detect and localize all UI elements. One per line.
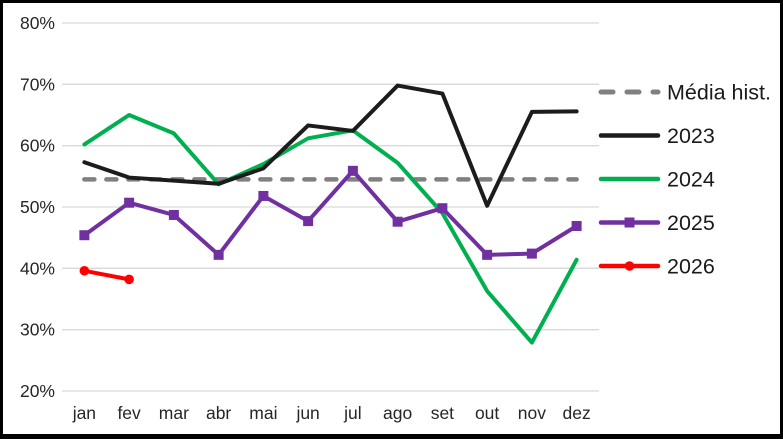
series-2023-line — [82, 83, 579, 208]
y-tick-label: 70% — [20, 74, 55, 94]
series-2026-marker-circle — [124, 274, 134, 285]
series-2026-marker-circle — [79, 265, 90, 276]
y-tick-label: 80% — [20, 13, 55, 33]
x-tick-label: mai — [249, 403, 277, 423]
series-2024-line — [82, 113, 579, 345]
x-tick-label: jun — [295, 403, 319, 423]
series-2025-marker-square — [213, 249, 224, 260]
series-2025-marker-square — [482, 249, 493, 260]
legend-m-dia-hist--label: Média hist. — [667, 81, 771, 105]
x-tick-label: fev — [117, 403, 141, 423]
legend-2023-label: 2023 — [667, 124, 715, 148]
series-2025-marker-square — [168, 209, 179, 220]
series-2026-line — [82, 268, 132, 282]
y-tick-label: 20% — [20, 381, 55, 401]
series-2025-line — [82, 168, 579, 257]
series-2025-marker-square — [437, 203, 448, 214]
series-2025-marker-square — [526, 248, 537, 259]
series-2025-marker-square — [571, 221, 582, 232]
x-tick-label: set — [431, 403, 454, 423]
x-tick-label: out — [475, 403, 499, 423]
series-2025-marker-square — [392, 216, 403, 227]
x-tick-label: abr — [206, 403, 231, 423]
legend-2025-marker-square — [624, 217, 635, 228]
legend-2024-label: 2024 — [667, 168, 715, 192]
series-2025-marker-square — [79, 230, 90, 241]
legend-2026-label: 2026 — [667, 255, 715, 279]
legend-2025-label: 2025 — [667, 211, 715, 235]
x-tick-label: nov — [518, 403, 546, 423]
legend-2026-marker-circle — [624, 261, 635, 271]
x-tick-label: jan — [72, 403, 96, 423]
series-2025-marker-square — [347, 165, 358, 176]
series-2025-marker-square — [303, 216, 314, 227]
x-tick-label: jul — [343, 403, 362, 423]
x-tick-label: mar — [159, 403, 189, 423]
y-tick-label: 50% — [20, 197, 55, 217]
series-2025-marker-square — [258, 190, 269, 201]
series-2025-marker-square — [124, 197, 135, 208]
x-tick-label: dez — [563, 403, 591, 423]
y-tick-label: 40% — [20, 258, 55, 278]
x-tick-label: ago — [383, 403, 412, 423]
y-tick-label: 60% — [20, 136, 55, 156]
y-tick-label: 30% — [20, 320, 55, 340]
chart-canvas: 20% 30% 40% 50% 60% 70% 80% jan fev mar abr mai jun j… — [20, 13, 771, 423]
